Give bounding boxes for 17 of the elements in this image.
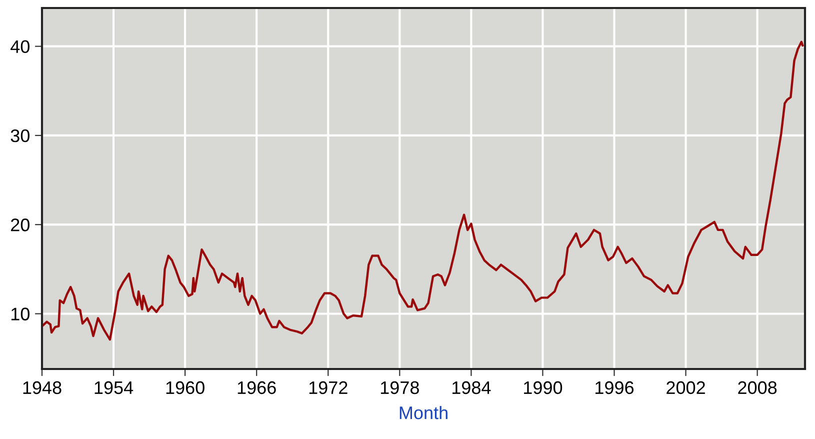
x-tick-label: 1996: [596, 381, 634, 394]
x-tick-label: 1990: [524, 381, 562, 394]
x-tick-label: 1954: [94, 381, 134, 394]
x-tick-label: 1960: [166, 381, 204, 394]
x-tick-label: 2008: [738, 381, 777, 394]
x-tick-label: 1972: [309, 381, 348, 394]
x-tick-label: 1966: [238, 381, 276, 394]
line-series: [42, 40, 804, 341]
y-tick-label: 30: [10, 129, 30, 142]
y-tick-label: 20: [11, 218, 30, 232]
x-tick-label: 1984: [452, 381, 491, 394]
x-tick-label: 2002: [666, 381, 705, 394]
y-tick-label: 10: [11, 308, 30, 320]
x-tick-label: 1948: [23, 381, 62, 394]
x-tick-label: 1978: [380, 381, 419, 394]
x-axis-title: Month: [400, 406, 448, 420]
y-tick-label: 40: [10, 40, 30, 54]
